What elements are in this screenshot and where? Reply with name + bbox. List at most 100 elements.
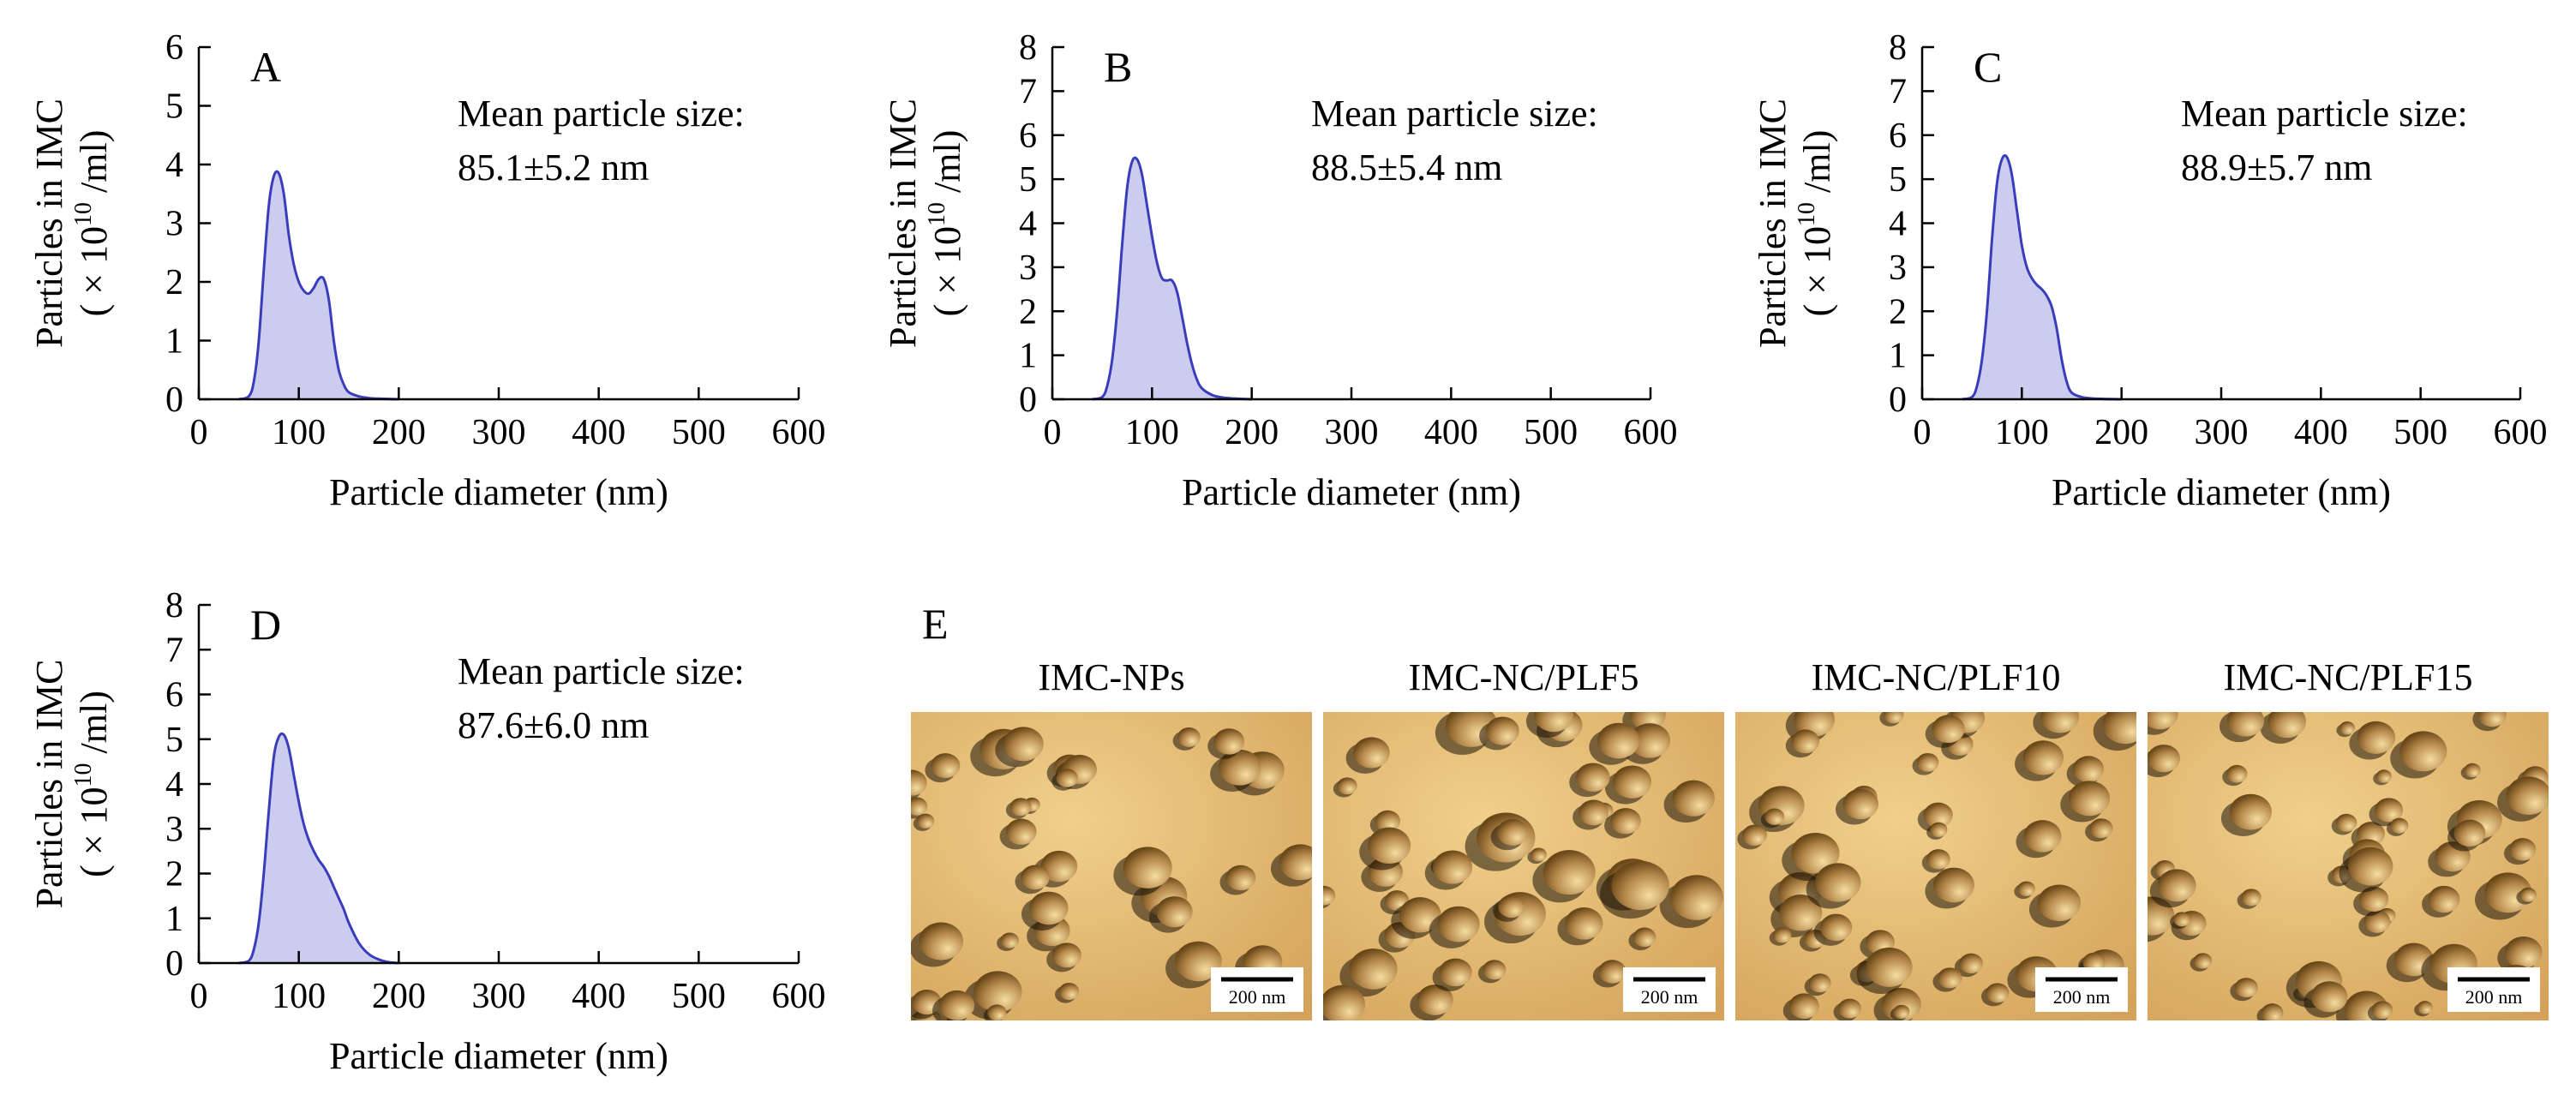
particle: [1323, 885, 1336, 906]
y-unit-suffix: /ml): [926, 130, 968, 202]
particle: [1021, 865, 1050, 890]
particle: [2022, 740, 2064, 775]
particle: [1670, 875, 1723, 920]
x-tick-label: 200: [372, 413, 426, 452]
scale-bar-label: 200 nm: [1641, 986, 1698, 1008]
y-tick-label: 0: [165, 380, 183, 420]
particle: [1779, 895, 1823, 931]
x-tick-label: 300: [2195, 413, 2249, 452]
mean-size-value: 85.1±5.2 nm: [458, 147, 649, 188]
x-tick-label: 100: [272, 413, 326, 452]
x-tick-label: 0: [1914, 413, 1932, 452]
scale-bar-label: 200 nm: [2053, 986, 2111, 1008]
particle: [2477, 712, 2507, 727]
afm-image-1: IMC-NPs 200 nm: [911, 656, 1312, 1020]
particle: [1837, 998, 1861, 1019]
particle: [1866, 947, 1913, 987]
panel-label: B: [1104, 43, 1132, 91]
y-tick-label: 0: [1019, 380, 1037, 420]
particle: [1629, 723, 1671, 758]
y-tick-label: 5: [165, 721, 183, 760]
y-unit-suffix: /ml): [1796, 130, 1838, 202]
y-unit-exponent: 10: [924, 202, 950, 226]
particle: [2519, 887, 2537, 902]
particle: [1959, 953, 1983, 974]
particle: [2017, 881, 2035, 897]
particle: [1051, 942, 1081, 968]
particle: [1417, 984, 1453, 1015]
y-unit-exponent: 10: [70, 763, 97, 787]
size-distribution-area: [238, 733, 399, 963]
particle: [1349, 948, 1398, 990]
particle: [2375, 769, 2392, 783]
x-tick-label: 500: [2393, 413, 2447, 452]
particle: [2226, 712, 2265, 737]
afm-particles: [1737, 712, 2136, 1020]
particle: [1788, 993, 1819, 1020]
particle: [2229, 793, 2272, 830]
y-axis-label: Particles in IMC: [882, 99, 924, 348]
particle: [1156, 896, 1193, 928]
y-tick-label: 6: [1889, 117, 1907, 156]
x-tick-label: 500: [672, 413, 726, 452]
particle: [1986, 983, 2010, 1003]
x-tick-label: 600: [2494, 413, 2548, 452]
particle: [1764, 808, 1785, 825]
size-distribution-area: [238, 171, 399, 399]
particle: [1597, 722, 1640, 759]
particle: [1213, 728, 1245, 755]
particle: [1611, 860, 1669, 911]
x-tick-label: 500: [672, 977, 726, 1016]
particle: [1742, 824, 1767, 847]
y-tick-label: 8: [1019, 28, 1037, 68]
particle: [916, 813, 935, 829]
y-tick-label: 4: [165, 765, 183, 805]
y-tick-label: 8: [1889, 28, 1907, 68]
particle: [1058, 983, 1080, 1001]
x-tick-label: 100: [1125, 413, 1179, 452]
x-tick-label: 600: [772, 977, 826, 1016]
particle: [1177, 727, 1201, 747]
scale-bar-box: [1211, 967, 1303, 1012]
x-axis-label: Particle diameter (nm): [329, 1035, 668, 1077]
y-tick-label: 3: [1019, 248, 1037, 288]
x-tick-label: 0: [1044, 413, 1062, 452]
y-tick-label: 6: [1019, 117, 1037, 156]
particle: [1225, 865, 1256, 891]
y-tick-label: 5: [165, 87, 183, 127]
scale-bar-box: [2447, 967, 2540, 1012]
x-tick-label: 200: [372, 977, 426, 1016]
x-tick-label: 0: [190, 413, 208, 452]
particle: [939, 990, 975, 1020]
particle: [1399, 897, 1441, 933]
mean-size-label: Mean particle size:: [2181, 93, 2468, 135]
x-tick-label: 0: [190, 977, 208, 1016]
particle: [1842, 788, 1879, 820]
y-tick-label: 3: [1889, 248, 1907, 288]
particle: [2335, 813, 2357, 832]
particle: [2089, 818, 2113, 839]
particle: [1009, 798, 1032, 817]
particle: [1808, 973, 1831, 993]
x-tick-label: 100: [1995, 413, 2049, 452]
x-axis-label: Particle diameter (nm): [1182, 471, 1521, 513]
particle: [2310, 981, 2348, 1013]
y-tick-label: 7: [1019, 72, 1037, 111]
x-tick-label: 400: [572, 413, 626, 452]
particle: [2023, 820, 2062, 853]
mean-size-label: Mean particle size:: [1311, 93, 1598, 135]
particle: [1773, 927, 1792, 943]
particle: [2234, 978, 2258, 998]
x-tick-label: 300: [1325, 413, 1379, 452]
particle: [1056, 769, 1078, 787]
mean-size-value: 88.5±5.4 nm: [1311, 147, 1502, 188]
afm-particles: [1323, 712, 1723, 1020]
particle: [911, 769, 927, 796]
particle: [1932, 867, 1974, 903]
x-tick-label: 400: [572, 977, 626, 1016]
mean-size-label: Mean particle size:: [458, 93, 745, 135]
